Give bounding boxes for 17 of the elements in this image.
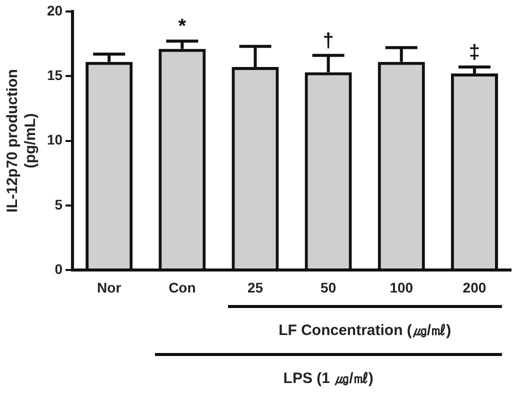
y-tick-label: 0	[54, 261, 63, 278]
y-tick-label: 15	[46, 66, 63, 83]
annotation: *	[178, 16, 186, 38]
x-tick-label: 200	[462, 279, 486, 296]
annotation: †	[322, 30, 334, 52]
text: LPS (1 ㎍/㎖)	[283, 369, 374, 388]
x-tick-label: 50	[320, 279, 336, 296]
annotation: ‡	[468, 42, 480, 64]
x-tick-label: 25	[247, 279, 264, 296]
x-tick-label: 100	[390, 279, 414, 296]
y-tick-label: 5	[54, 196, 63, 212]
x-tick-label: Nor	[97, 279, 122, 296]
y-tick-label: 20	[46, 2, 63, 18]
y-tick-label: 10	[46, 132, 63, 148]
text: LF Concentration (㎍/㎖)	[278, 321, 452, 340]
y-axis-title: IL-12p70 production (pg/mL)	[4, 69, 40, 212]
x-tick-label: Con	[168, 279, 196, 296]
